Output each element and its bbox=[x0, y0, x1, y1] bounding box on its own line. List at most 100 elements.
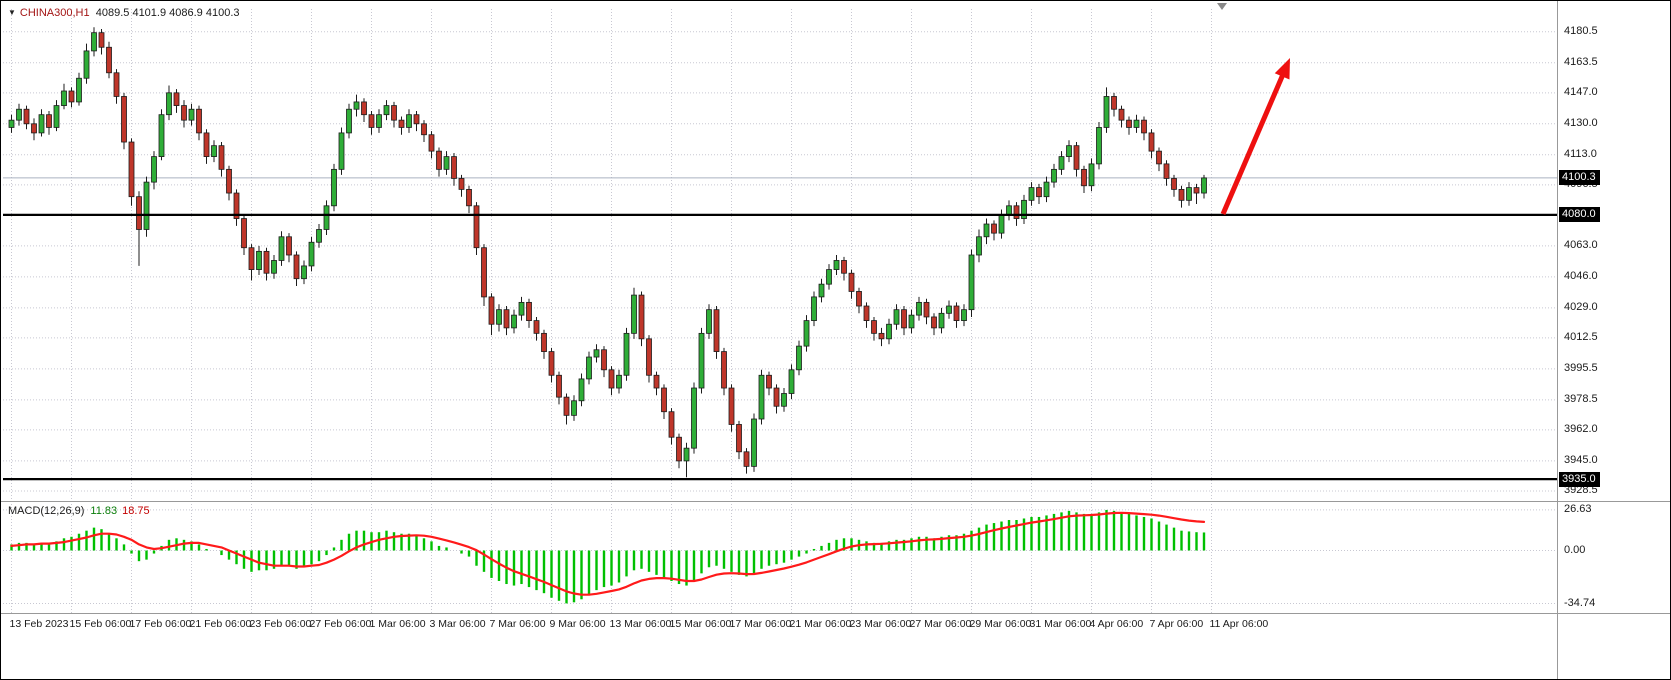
candle-body bbox=[376, 114, 382, 128]
candle-body bbox=[683, 447, 690, 462]
price-axis-label: 4180.5 bbox=[1564, 25, 1598, 38]
time-axis-label: 21 Feb 06:00 bbox=[189, 618, 252, 630]
candle-body bbox=[128, 141, 135, 198]
ohlc-values-label: 4089.5 4101.9 4086.9 4100.3 bbox=[95, 7, 240, 19]
price-axis-label: 4147.0 bbox=[1564, 86, 1598, 99]
price-axis[interactable]: 4180.54163.54147.04130.04113.04096.54063… bbox=[1558, 1, 1670, 679]
candle-body bbox=[488, 296, 495, 325]
candle-body bbox=[503, 309, 510, 329]
candle-body bbox=[863, 305, 870, 321]
candle-body bbox=[496, 309, 502, 325]
price-axis-label: 4113.0 bbox=[1564, 148, 1597, 161]
time-axis-label: 29 Mar 06:00 bbox=[969, 618, 1032, 630]
macd-axis-label: 26.63 bbox=[1564, 503, 1592, 516]
pane-separator[interactable] bbox=[1, 501, 1670, 502]
candle-body bbox=[728, 387, 735, 425]
candle-body bbox=[113, 72, 120, 97]
time-axis-label: 27 Mar 06:00 bbox=[909, 618, 972, 630]
candle-body bbox=[323, 205, 330, 230]
candle-body bbox=[803, 320, 810, 347]
candle-body bbox=[961, 309, 967, 321]
candle-body bbox=[931, 316, 937, 329]
candle-body bbox=[203, 132, 210, 158]
candle-body bbox=[83, 50, 90, 79]
macd-value: 11.83 bbox=[90, 505, 118, 517]
candle-body bbox=[16, 108, 22, 121]
candle-body bbox=[91, 32, 97, 52]
candle-body bbox=[976, 236, 982, 256]
candle-body bbox=[256, 250, 262, 270]
candle-body bbox=[23, 108, 30, 125]
candle-body bbox=[533, 320, 540, 334]
trend-arrow-head[interactable] bbox=[1274, 58, 1290, 80]
candle-body bbox=[106, 46, 112, 74]
candle-body bbox=[286, 236, 292, 256]
candle-body bbox=[1193, 187, 1200, 194]
time-axis-label: 7 Mar 06:00 bbox=[489, 618, 546, 630]
candle-body bbox=[646, 338, 652, 376]
candle-body bbox=[451, 156, 457, 179]
candle-body bbox=[1096, 127, 1102, 165]
price-axis-label: 4012.5 bbox=[1564, 331, 1598, 344]
time-axis-label: 1 Mar 06:00 bbox=[369, 618, 426, 630]
macd-signal-value: 18.75 bbox=[122, 505, 150, 517]
candle-body bbox=[1006, 205, 1012, 216]
candle-body bbox=[368, 114, 375, 128]
candle-body bbox=[796, 345, 802, 371]
candle-body bbox=[406, 114, 412, 128]
candle-body bbox=[833, 260, 840, 270]
time-axis-label: 17 Feb 06:00 bbox=[129, 618, 192, 630]
price-axis-label: 4046.0 bbox=[1564, 270, 1598, 283]
candle-body bbox=[811, 296, 817, 321]
price-axis-label: 3962.0 bbox=[1564, 423, 1598, 436]
candle-body bbox=[1178, 188, 1185, 201]
candle-body bbox=[601, 349, 607, 371]
candle-body bbox=[1133, 119, 1140, 128]
time-axis[interactable]: 13 Feb 2023 15 Feb 06:00 17 Feb 06:00 21 Fe… bbox=[1, 614, 1557, 638]
candle-body bbox=[518, 301, 525, 316]
macd-axis-label: 0.00 bbox=[1564, 543, 1586, 556]
candle-body bbox=[631, 294, 637, 334]
candle-body bbox=[556, 374, 562, 398]
candle-body bbox=[526, 301, 532, 321]
candle-body bbox=[316, 229, 322, 243]
candle-body bbox=[248, 247, 255, 270]
price-axis-label: 3945.0 bbox=[1564, 454, 1598, 467]
price-axis-label: 3928.5 bbox=[1564, 484, 1598, 497]
symbol-legend: ▼ CHINA300,H1 4089.5 4101.9 4086.9 4100.3 bbox=[8, 7, 240, 19]
candle-body bbox=[766, 374, 772, 389]
time-axis-label: 7 Apr 06:00 bbox=[1149, 618, 1204, 630]
chart-shift-marker-icon[interactable] bbox=[1217, 3, 1227, 10]
candle-body bbox=[1126, 119, 1132, 128]
candle-body bbox=[706, 309, 712, 334]
candle-body bbox=[293, 254, 300, 280]
candle-body bbox=[421, 123, 427, 136]
candle-body bbox=[713, 309, 720, 352]
trend-arrow-annotation[interactable] bbox=[1220, 71, 1286, 215]
time-axis-label: 13 Mar 06:00 bbox=[609, 618, 672, 630]
candle-body bbox=[1036, 187, 1042, 198]
candle-body bbox=[331, 168, 337, 207]
candle-body bbox=[1141, 119, 1147, 134]
candle-body bbox=[443, 156, 450, 170]
candle-body bbox=[196, 108, 202, 134]
macd-axis-label: -34.74 bbox=[1564, 596, 1596, 609]
candle-body bbox=[271, 260, 277, 274]
candle-body bbox=[158, 114, 165, 157]
candle-body bbox=[571, 400, 577, 416]
candle-body bbox=[38, 114, 45, 134]
symbol-dropdown-icon[interactable]: ▼ bbox=[8, 8, 16, 17]
candle-body bbox=[143, 181, 150, 230]
candle-body bbox=[263, 250, 270, 274]
price-axis-label: 4029.0 bbox=[1564, 301, 1598, 314]
symbol-timeframe-label: CHINA300,H1 bbox=[19, 7, 90, 19]
candle-body bbox=[586, 356, 592, 380]
candle-body bbox=[953, 305, 960, 321]
candle-body bbox=[211, 145, 217, 158]
candle-body bbox=[856, 291, 862, 307]
candle-body bbox=[788, 369, 795, 394]
candle-body bbox=[998, 214, 1005, 234]
candle-body bbox=[841, 260, 847, 274]
